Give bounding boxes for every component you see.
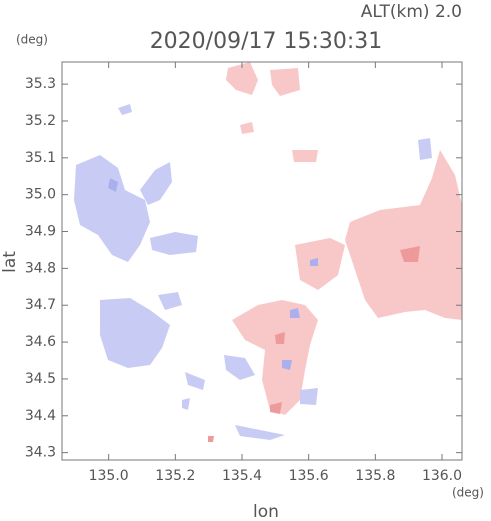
y-tick-label: 34.6 [25, 334, 56, 350]
y-tick-label: 35.2 [25, 113, 56, 129]
x-tick-label: 135.6 [289, 468, 329, 484]
y-unit: (deg) [16, 33, 48, 47]
y-tick-label: 35.1 [25, 150, 56, 166]
chart-title: 2020/09/17 15:30:31 [150, 29, 383, 54]
x-unit: (deg) [452, 486, 484, 500]
y-tick-label: 34.3 [25, 445, 56, 461]
y-tick-label: 34.9 [25, 224, 56, 240]
echo-field [74, 62, 462, 442]
y-tick-label: 34.4 [25, 408, 56, 424]
x-tick-label: 135.8 [355, 468, 395, 484]
x-tick-label: 135.0 [89, 468, 129, 484]
x-tick-label: 135.2 [155, 468, 195, 484]
y-tick-label: 35.3 [25, 76, 56, 92]
x-axis-label: lon [253, 502, 279, 521]
x-tick-label: 136.0 [422, 468, 462, 484]
y-tick-label: 34.8 [25, 260, 56, 276]
plot-frame [61, 61, 463, 461]
y-tick-label: 35.0 [25, 187, 56, 203]
altitude-label: ALT(km) 2.0 [361, 2, 462, 22]
y-axis-label: lat [0, 251, 20, 273]
y-tick-label: 34.5 [25, 371, 56, 387]
x-tick-label: 135.4 [222, 468, 262, 484]
y-tick-label: 34.7 [25, 297, 56, 313]
